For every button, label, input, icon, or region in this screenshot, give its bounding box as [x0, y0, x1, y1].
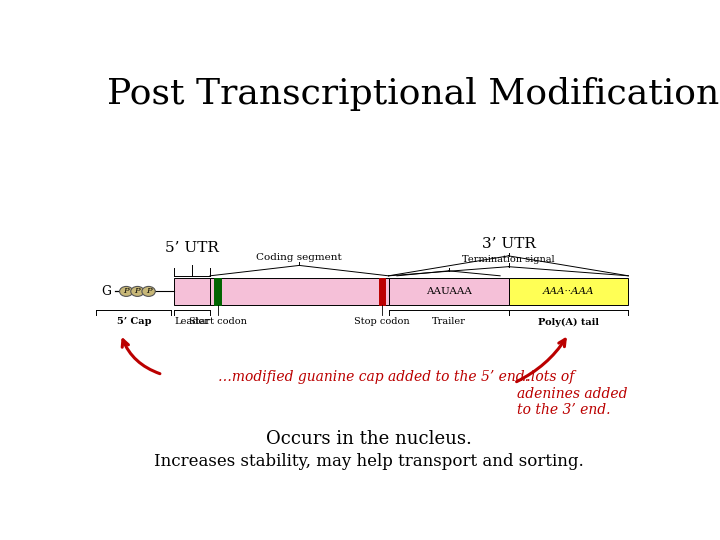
- Text: P: P: [135, 287, 140, 295]
- Text: …lots of
adenines added
to the 3’ end.: …lots of adenines added to the 3’ end.: [517, 370, 627, 417]
- Text: Poly(A) tail: Poly(A) tail: [538, 318, 599, 327]
- Bar: [210, 278, 389, 305]
- Text: Start codon: Start codon: [189, 316, 246, 326]
- Text: G: G: [102, 285, 112, 298]
- Text: AAA··AAA: AAA··AAA: [543, 287, 594, 296]
- Bar: [215, 278, 220, 305]
- Text: AAUAAA: AAUAAA: [426, 287, 472, 296]
- Text: Post Transcriptional Modification I: Post Transcriptional Modification I: [107, 77, 720, 111]
- Bar: [508, 278, 629, 305]
- Bar: [389, 278, 508, 305]
- Circle shape: [131, 286, 144, 296]
- Text: Coding segment: Coding segment: [256, 253, 342, 262]
- Text: 5’ UTR: 5’ UTR: [165, 241, 219, 255]
- Text: Occurs in the nucleus.: Occurs in the nucleus.: [266, 430, 472, 448]
- Bar: [379, 278, 385, 305]
- Text: Increases stability, may help transport and sorting.: Increases stability, may help transport …: [154, 454, 584, 470]
- Text: 3’ UTR: 3’ UTR: [482, 237, 536, 251]
- Text: Termination signal: Termination signal: [462, 255, 555, 264]
- Circle shape: [142, 286, 156, 296]
- Text: Stop codon: Stop codon: [354, 316, 410, 326]
- Circle shape: [120, 286, 133, 296]
- Text: Trailer: Trailer: [431, 318, 465, 326]
- Text: Leader: Leader: [174, 318, 210, 326]
- Text: 5’ Cap: 5’ Cap: [117, 318, 152, 326]
- Text: P: P: [145, 287, 151, 295]
- Text: P: P: [123, 287, 129, 295]
- Text: …modified guanine cap added to the 5’ end.: …modified guanine cap added to the 5’ en…: [218, 370, 529, 384]
- Bar: [174, 278, 210, 305]
